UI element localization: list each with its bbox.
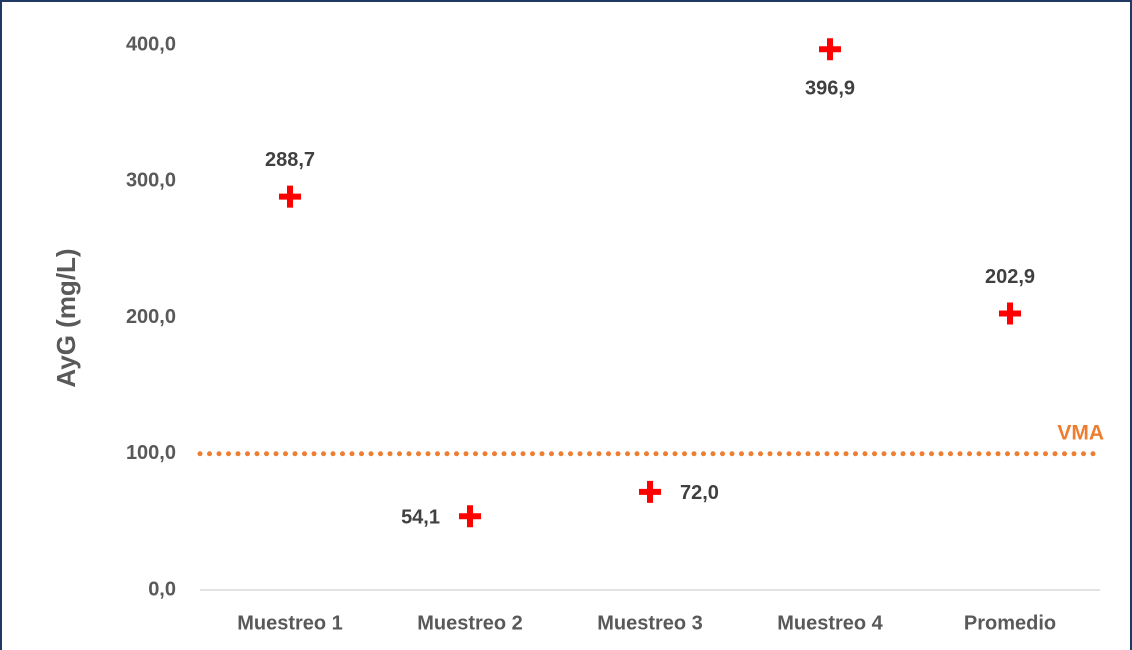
data-label: 396,9 [805, 78, 855, 100]
y-tick-label: 300,0 [126, 170, 176, 192]
data-label: 54,1 [401, 507, 440, 529]
data-marker [459, 505, 481, 528]
x-tick-label: Muestreo 4 [777, 612, 883, 634]
y-tick-label: 100,0 [126, 442, 176, 464]
data-marker [999, 302, 1021, 325]
y-tick-label: 400,0 [126, 33, 176, 55]
data-marker [279, 185, 301, 208]
data-marker [819, 38, 841, 61]
data-label: 288,7 [265, 149, 315, 171]
y-axis-title: AyG (mg/L) [51, 248, 81, 387]
y-tick-label: 200,0 [126, 306, 176, 328]
data-label: 202,9 [985, 266, 1035, 288]
y-tick-label: 0,0 [148, 578, 176, 600]
reference-label: VMA [1057, 421, 1104, 444]
x-tick-label: Muestreo 1 [237, 612, 343, 634]
x-tick-label: Muestreo 2 [417, 612, 523, 634]
x-tick-label: Muestreo 3 [597, 612, 703, 634]
x-tick-label: Promedio [964, 612, 1056, 634]
data-marker [639, 480, 661, 503]
data-label: 72,0 [680, 482, 719, 504]
